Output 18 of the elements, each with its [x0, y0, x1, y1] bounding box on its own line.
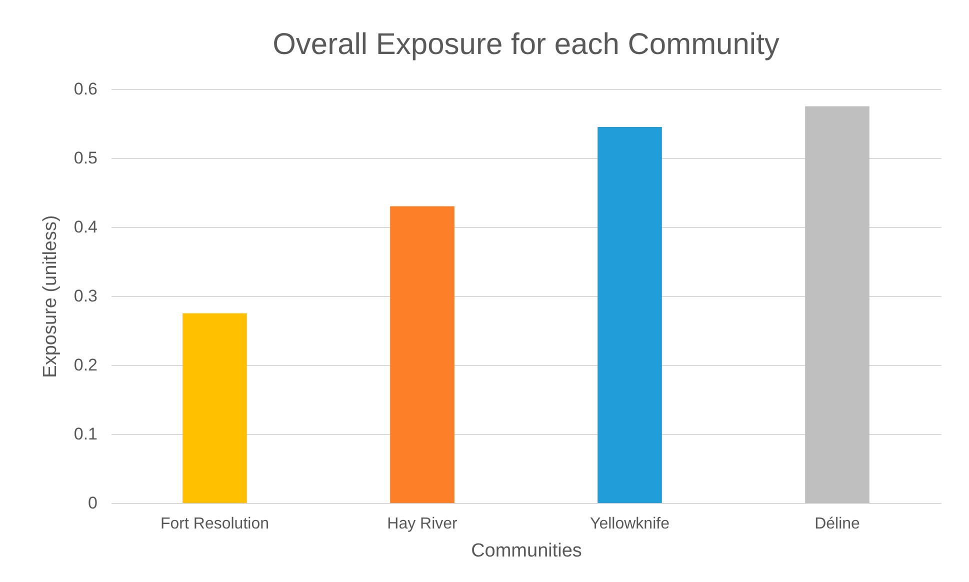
y-axis-title: Exposure (unitless): [40, 215, 61, 378]
bar: [598, 126, 662, 503]
x-tick-label: Hay River: [387, 516, 458, 532]
y-tick-label: 0.3: [74, 286, 98, 306]
bar: [805, 106, 870, 503]
bar: [182, 313, 247, 503]
x-tick-label: Fort Resolution: [160, 516, 269, 532]
y-tick-label: 0.1: [74, 424, 98, 444]
y-tick-label: 0.2: [74, 356, 98, 374]
y-tick-label: 0.6: [74, 80, 98, 98]
y-tick-label: 0.5: [74, 148, 98, 168]
y-tick-label: 0: [88, 494, 98, 512]
x-tick-label: Yellowknife: [590, 516, 670, 532]
chart-title: Overall Exposure for each Community: [272, 28, 780, 61]
bar: [390, 206, 454, 503]
x-tick-label: Déline: [814, 516, 860, 532]
x-axis-title: Communities: [471, 540, 582, 562]
y-tick-label: 0.4: [74, 218, 98, 236]
